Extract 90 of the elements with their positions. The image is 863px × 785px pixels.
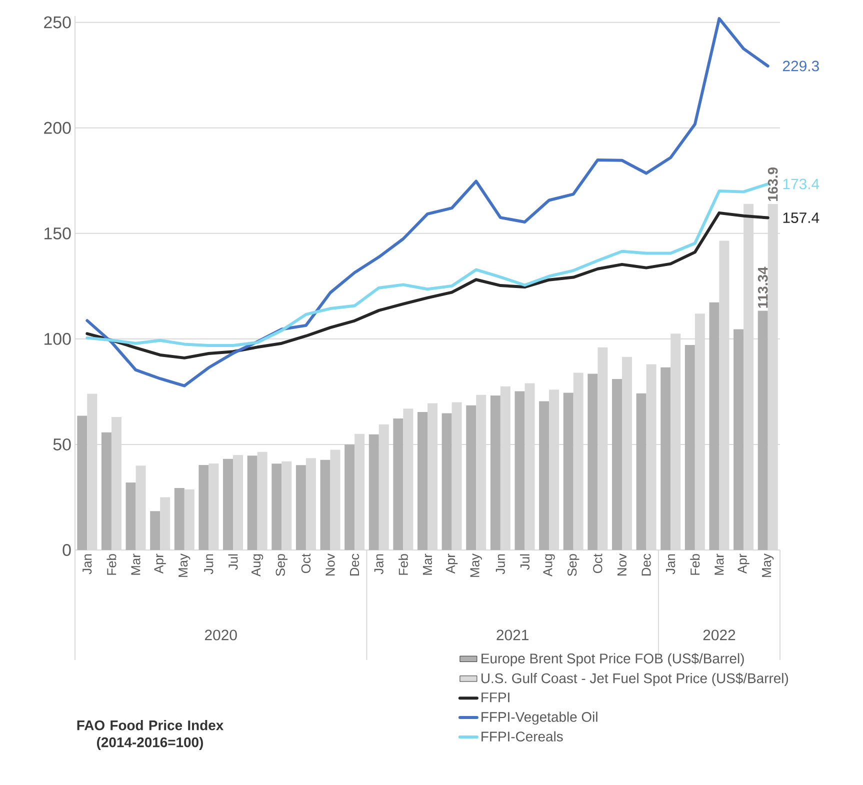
bar bbox=[588, 374, 598, 550]
x-tick-label: Jan bbox=[374, 554, 384, 574]
x-tick-label: Apr bbox=[446, 554, 458, 574]
bar bbox=[466, 405, 476, 550]
y-tick-label: 100 bbox=[44, 332, 71, 345]
bar bbox=[684, 345, 695, 550]
x-tick-label: Mar bbox=[714, 554, 724, 575]
bar bbox=[393, 418, 404, 550]
bar bbox=[233, 455, 244, 550]
bar bbox=[709, 302, 720, 550]
x-tick-label: Sep bbox=[567, 554, 580, 576]
bar bbox=[330, 450, 340, 550]
x-tick-label: Mar bbox=[422, 554, 432, 575]
bar bbox=[208, 463, 219, 550]
x-tick-label: Jun bbox=[204, 554, 214, 574]
data-label: 113.34 bbox=[758, 266, 768, 308]
x-tick-label: Jun bbox=[496, 554, 505, 574]
data-label: 163.9 bbox=[768, 167, 778, 201]
x-tick-label: Nov bbox=[326, 554, 335, 576]
legend-label: FFPI-Vegetable Oil bbox=[482, 712, 598, 725]
bar bbox=[184, 489, 194, 550]
bar bbox=[223, 458, 234, 550]
x-tick-label: Apr bbox=[738, 554, 750, 574]
bar bbox=[514, 391, 525, 550]
bar bbox=[257, 452, 268, 550]
bar bbox=[563, 392, 574, 550]
bar bbox=[174, 488, 184, 550]
bar bbox=[198, 464, 209, 550]
x-tick-label: Nov bbox=[617, 554, 627, 576]
bar bbox=[734, 329, 744, 550]
x-tick-label: Jul bbox=[520, 554, 530, 570]
x-tick-label: May bbox=[762, 554, 774, 577]
x-tick-label: Feb bbox=[106, 554, 116, 575]
x-tick-label: May bbox=[178, 554, 190, 577]
x-tick-label: Oct bbox=[593, 554, 602, 574]
x-tick-label: Jan bbox=[666, 554, 676, 574]
text: 2020 bbox=[204, 630, 237, 640]
legend-label: FFPI-Cereals bbox=[482, 731, 563, 742]
bar bbox=[612, 379, 622, 550]
legend-label: FFPI bbox=[482, 692, 510, 702]
x-tick-label: Aug bbox=[543, 554, 555, 577]
line-series bbox=[86, 182, 770, 347]
bar bbox=[160, 497, 170, 550]
bar bbox=[344, 444, 355, 550]
x-tick-label: Feb bbox=[398, 554, 408, 575]
bar bbox=[490, 395, 500, 550]
text: 2021 bbox=[496, 630, 528, 640]
bar bbox=[306, 458, 316, 550]
y-tick-label: 150 bbox=[44, 227, 71, 240]
bar bbox=[418, 412, 428, 550]
legend-label: Europe Brent Spot Price FOB (US$/Barrel) bbox=[482, 652, 744, 666]
bar bbox=[101, 432, 112, 550]
line-series bbox=[86, 211, 770, 360]
bar bbox=[442, 413, 452, 550]
bar bbox=[126, 482, 136, 550]
bar bbox=[136, 466, 146, 550]
x-tick-label: Oct bbox=[301, 554, 311, 574]
x-tick-label: Aug bbox=[252, 554, 264, 577]
bar bbox=[636, 393, 646, 550]
x-tick-label: Apr bbox=[154, 554, 166, 574]
text: 2022 bbox=[703, 630, 736, 640]
y-tick-label: 0 bbox=[62, 544, 71, 556]
x-tick-label: Sep bbox=[276, 554, 288, 576]
y-tick-label: 250 bbox=[44, 16, 71, 28]
bar bbox=[539, 401, 550, 550]
bar bbox=[296, 465, 306, 550]
data-label: 157.4 bbox=[783, 212, 820, 223]
data-label: 173.4 bbox=[783, 178, 820, 190]
y-tick-label: 50 bbox=[53, 438, 71, 450]
line-series bbox=[86, 17, 770, 388]
x-tick-label: Feb bbox=[690, 554, 700, 575]
bar bbox=[660, 367, 671, 550]
bar bbox=[282, 461, 292, 550]
bar bbox=[758, 310, 768, 550]
x-tick-label: May bbox=[470, 554, 482, 577]
x-tick-label: Mar bbox=[131, 554, 140, 575]
bar bbox=[247, 456, 258, 550]
bar bbox=[272, 464, 282, 550]
data-label: 229.3 bbox=[782, 60, 819, 72]
x-tick-label: Jul bbox=[228, 554, 238, 570]
y-tick-label: 200 bbox=[44, 122, 71, 134]
bar bbox=[150, 511, 160, 550]
legend-label: U.S. Gulf Coast - Jet Fuel Spot Price (US$/Barrel) bbox=[482, 672, 788, 686]
x-tick-label: Dec bbox=[642, 554, 651, 576]
bar bbox=[320, 460, 330, 550]
bar bbox=[77, 416, 88, 550]
bar bbox=[368, 434, 379, 550]
x-tick-label: Jan bbox=[82, 554, 92, 574]
x-tick-label: Dec bbox=[350, 554, 360, 576]
text: FAO Food Price Index (2014-2016=100) bbox=[77, 720, 224, 750]
